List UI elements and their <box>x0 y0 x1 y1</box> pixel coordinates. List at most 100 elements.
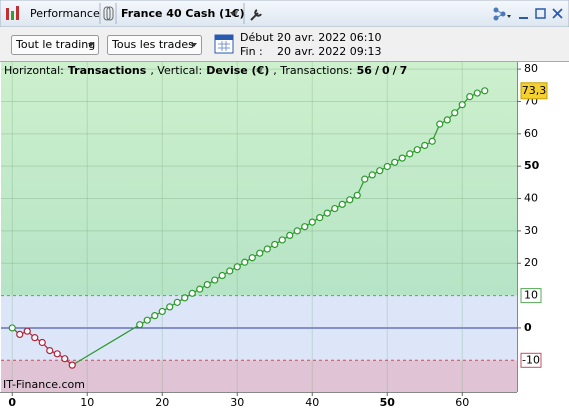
y-tick-label: 20 <box>524 256 538 269</box>
data-point <box>188 289 196 297</box>
data-point <box>316 214 324 222</box>
start-date: 20 avr. 2022 06:10 <box>277 31 381 44</box>
y-tick-label: 0 <box>524 321 532 334</box>
data-point <box>23 327 31 335</box>
y-tick-label: 60 <box>524 127 538 140</box>
data-point <box>428 137 436 145</box>
data-point <box>241 258 249 266</box>
gain-zone <box>1 62 517 296</box>
filter-trading-button[interactable] <box>11 35 99 55</box>
data-point <box>233 263 241 271</box>
info-text: Devise (€) <box>206 64 269 77</box>
data-point <box>451 109 459 117</box>
last-value-box <box>520 82 548 100</box>
threshold-label: 10 <box>524 289 538 302</box>
y-tick-label: 50 <box>524 159 540 172</box>
calendar-icon[interactable] <box>214 34 234 54</box>
data-point <box>308 218 316 226</box>
data-point <box>293 227 301 235</box>
x-axis-panel <box>0 392 569 412</box>
data-point <box>286 231 294 240</box>
data-point <box>218 271 226 280</box>
data-point <box>301 223 309 231</box>
info-text: , Vertical: <box>150 64 202 77</box>
y-tick-label: 30 <box>524 224 538 237</box>
data-point <box>481 87 489 95</box>
data-point <box>376 167 384 175</box>
filter-trading-label[interactable]: Tout le trading <box>15 38 95 51</box>
data-point <box>151 312 159 320</box>
data-point <box>196 285 204 293</box>
start-label: Début : <box>240 31 281 44</box>
data-point <box>248 254 256 262</box>
threshold-label: -10 <box>522 353 540 366</box>
data-point <box>31 334 39 342</box>
threshold-box <box>520 352 542 368</box>
data-point <box>383 162 391 171</box>
count-separator: / <box>375 64 380 77</box>
data-point <box>136 321 144 329</box>
data-point <box>406 150 414 158</box>
y-tick-label: 40 <box>524 192 538 205</box>
data-point <box>16 330 24 339</box>
watermark: IT-Finance.com <box>3 378 85 391</box>
data-point <box>473 89 481 97</box>
dropdown-arrow[interactable] <box>230 12 236 16</box>
data-point <box>166 303 174 311</box>
threshold-box <box>520 288 542 304</box>
filter-trades-label[interactable]: Tous les trades <box>111 38 194 51</box>
data-point <box>61 355 69 363</box>
share-icon[interactable] <box>493 7 506 21</box>
tab-title[interactable]: Performance <box>30 7 100 20</box>
end-label: Fin : <box>240 45 263 58</box>
data-point <box>226 267 234 275</box>
x-tick-label: 0 <box>8 396 16 409</box>
data-point <box>203 280 211 289</box>
data-point <box>398 154 406 162</box>
data-point <box>271 240 279 249</box>
data-point <box>368 171 376 179</box>
info-text: Transactions <box>68 64 147 77</box>
data-point <box>278 236 286 244</box>
info-text: Horizontal: <box>4 64 64 77</box>
data-point <box>38 338 46 347</box>
data-point <box>8 324 16 332</box>
data-point <box>353 191 361 199</box>
x-tick-label: 60 <box>455 396 469 409</box>
data-point <box>53 350 61 358</box>
data-point <box>361 175 369 183</box>
x-tick-label: 10 <box>80 396 94 409</box>
data-point <box>443 116 451 124</box>
trade-count: 0 <box>382 64 390 77</box>
data-point <box>458 101 466 109</box>
data-point <box>46 346 54 355</box>
y-tick-label: 80 <box>524 62 538 75</box>
settings-icon[interactable] <box>250 9 262 21</box>
link-icon[interactable] <box>103 6 114 21</box>
line-segment <box>71 324 141 366</box>
filter-trades-button[interactable] <box>107 35 202 55</box>
trade-count: 56 <box>357 64 373 77</box>
data-point <box>68 361 76 369</box>
x-tick-label: 50 <box>380 396 396 409</box>
data-point <box>323 209 331 217</box>
end-date: 20 avr. 2022 09:13 <box>277 45 381 58</box>
instrument-selector[interactable]: France 40 Cash (1€) <box>121 7 245 20</box>
data-point <box>211 276 219 284</box>
data-point <box>391 158 399 166</box>
data-point <box>413 146 421 154</box>
data-point <box>331 204 339 213</box>
performance-icon <box>6 6 19 20</box>
last-value-label: 73,3 <box>522 84 547 97</box>
data-point <box>181 294 189 302</box>
data-point <box>466 93 474 101</box>
x-tick-label: 30 <box>230 396 244 409</box>
loss-zone <box>1 360 517 392</box>
data-point <box>436 120 444 128</box>
data-point <box>338 200 346 208</box>
x-tick-label: 20 <box>155 396 169 409</box>
close-button[interactable] <box>552 8 563 19</box>
maximize-button[interactable] <box>535 8 546 19</box>
